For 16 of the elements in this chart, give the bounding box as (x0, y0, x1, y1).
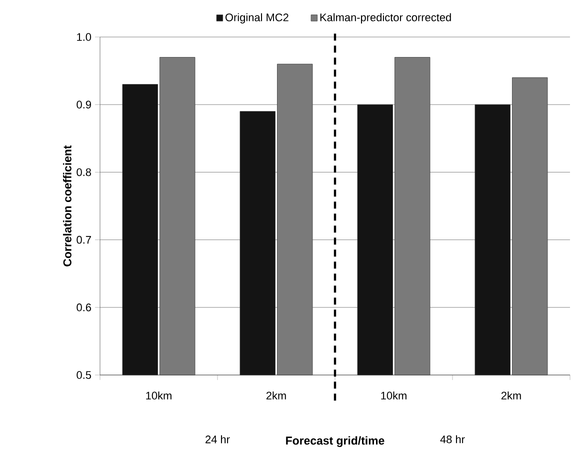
y-tick-label: 1.0 (77, 33, 92, 41)
x-tick-label: 2km (501, 391, 521, 400)
text: 24 hr (206, 435, 230, 444)
legend-label: Kalman-predictor corrected (320, 13, 451, 24)
x-tick-label: 10km (146, 391, 172, 400)
x-axis-title: Forecast grid/time (286, 436, 384, 447)
y-tick-label: 0.6 (76, 304, 92, 312)
y-tick-label: 0.5 (76, 371, 92, 379)
legend-label: Original MC2 (226, 13, 288, 24)
y-tick-label: 0.9 (76, 100, 91, 108)
x-tick-label: 10km (381, 391, 406, 400)
y-tick-label: 0.7 (76, 236, 91, 244)
y-tick-label: 0.8 (76, 168, 92, 176)
text: 48 hr (440, 435, 465, 444)
y-axis-title: Correlation coefficient (63, 145, 72, 266)
x-tick-label: 2km (266, 391, 286, 400)
